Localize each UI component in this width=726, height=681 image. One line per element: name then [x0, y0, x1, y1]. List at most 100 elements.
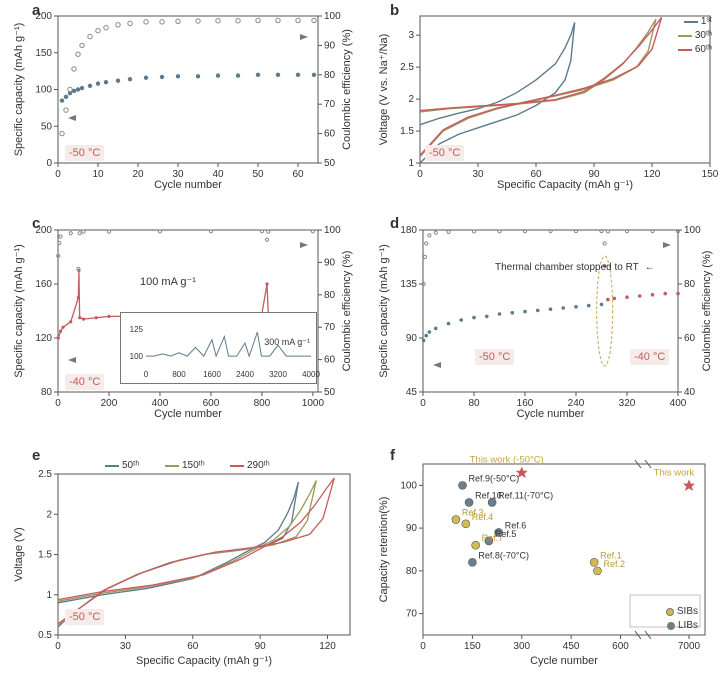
svg-text:200: 200	[35, 225, 52, 236]
svg-text:0: 0	[55, 169, 61, 180]
svg-text:Voltage (V vs. Na⁺/Na): Voltage (V vs. Na⁺/Na)	[378, 34, 390, 146]
svg-text:Coulombic efficiency (%): Coulombic efficiency (%)	[341, 29, 353, 150]
panel-d: 0801602403204004590135180406080100Cycle …	[375, 220, 720, 420]
svg-text:0: 0	[144, 370, 149, 379]
svg-text:Specific capacity (mAh g⁻¹): Specific capacity (mAh g⁻¹)	[378, 244, 390, 378]
svg-text:1600: 1600	[203, 370, 221, 379]
svg-text:160: 160	[35, 279, 52, 290]
svg-text:100: 100	[130, 352, 144, 361]
legend-b-60: 60ᵗʰ	[678, 44, 712, 55]
svg-text:2400: 2400	[236, 370, 254, 379]
svg-text:Specific Capacity (mAh g⁻¹): Specific Capacity (mAh g⁻¹)	[497, 179, 633, 191]
svg-text:4000: 4000	[302, 370, 320, 379]
svg-text:150: 150	[702, 169, 719, 180]
svg-text:Ref.11(-70°C): Ref.11(-70°C)	[498, 490, 553, 500]
svg-text:2: 2	[408, 94, 414, 105]
svg-text:1.5: 1.5	[38, 550, 52, 561]
svg-text:0: 0	[46, 158, 52, 169]
svg-text:50: 50	[324, 158, 336, 169]
svg-text:90: 90	[324, 40, 336, 51]
svg-text:450: 450	[563, 641, 580, 652]
chart-d: 0801602403204004590135180406080100Cycle …	[375, 220, 720, 420]
svg-text:1: 1	[408, 158, 414, 169]
temp-badge-d1: -50 °C	[475, 349, 514, 365]
svg-text:Capacity retention(%): Capacity retention(%)	[378, 497, 390, 603]
panel-c: 0200400600800100080120160200506070809010…	[10, 220, 360, 420]
svg-text:Cycle number: Cycle number	[154, 408, 222, 420]
svg-text:0.5: 0.5	[38, 630, 52, 641]
svg-text:80: 80	[324, 290, 336, 301]
svg-text:70: 70	[324, 322, 336, 333]
svg-text:2.5: 2.5	[38, 469, 52, 480]
svg-text:60: 60	[324, 129, 336, 140]
svg-text:180: 180	[400, 225, 417, 236]
legend-e-150: 150ᵗʰ	[165, 460, 205, 471]
svg-text:90: 90	[406, 523, 418, 534]
panel-e: 03060901200.511.522.5Specific Capacity (…	[10, 452, 360, 667]
svg-text:Coulombic efficiency (%): Coulombic efficiency (%)	[341, 251, 353, 372]
svg-text:This work: This work	[654, 467, 695, 478]
svg-text:45: 45	[406, 387, 418, 398]
svg-text:150: 150	[464, 641, 481, 652]
svg-text:7000: 7000	[678, 641, 701, 652]
svg-text:100: 100	[400, 480, 417, 491]
svg-text:0: 0	[417, 169, 423, 180]
svg-text:80: 80	[41, 387, 53, 398]
legend-e-50: 50ᵗʰ	[105, 460, 139, 471]
svg-text:60: 60	[187, 641, 199, 652]
panel-a: 01020304050600501001502005060708090100Cy…	[10, 6, 360, 191]
temp-badge-c: -40 °C	[65, 374, 104, 390]
svg-text:80: 80	[406, 566, 418, 577]
chart-a: 01020304050600501001502005060708090100Cy…	[10, 6, 360, 191]
svg-text:60: 60	[292, 169, 304, 180]
svg-text:2.5: 2.5	[400, 62, 414, 73]
svg-text:120: 120	[319, 641, 336, 652]
svg-text:Coulombic efficiency (%): Coulombic efficiency (%)	[701, 251, 713, 372]
svg-text:90: 90	[255, 641, 267, 652]
svg-text:90: 90	[406, 333, 418, 344]
svg-text:800: 800	[254, 398, 271, 409]
svg-text:0: 0	[420, 641, 426, 652]
svg-text:30: 30	[120, 641, 132, 652]
svg-text:90: 90	[324, 257, 336, 268]
svg-text:Specific capacity (mAh g⁻¹): Specific capacity (mAh g⁻¹)	[13, 23, 25, 157]
svg-text:100: 100	[324, 225, 341, 236]
chart-f: 01503004506007000708090100Cycle numberCa…	[375, 452, 720, 667]
legend-b-30: 30ᵗʰ	[678, 30, 712, 41]
svg-text:80: 80	[324, 70, 336, 81]
svg-text:This work (-50°C): This work (-50°C)	[470, 455, 544, 466]
temp-badge-e: -50 °C	[65, 609, 104, 625]
svg-text:Ref.4: Ref.4	[472, 512, 494, 522]
svg-text:10: 10	[92, 169, 104, 180]
svg-text:320: 320	[619, 398, 636, 409]
svg-text:3: 3	[408, 30, 414, 41]
inset-c: 08001600240032004000100125 300 mA g⁻¹	[120, 312, 317, 384]
svg-text:70: 70	[406, 609, 418, 620]
svg-text:1: 1	[46, 590, 52, 601]
svg-text:80: 80	[684, 279, 696, 290]
svg-text:135: 135	[400, 279, 417, 290]
svg-text:Ref.9(-50°C): Ref.9(-50°C)	[469, 473, 520, 483]
rate-text-c-inset: 300 mA g⁻¹	[264, 337, 310, 348]
legend-f-sib: SIBs	[666, 606, 698, 617]
svg-text:50: 50	[324, 387, 336, 398]
svg-text:200: 200	[35, 11, 52, 22]
svg-text:Ref.2: Ref.2	[603, 559, 625, 569]
svg-text:150: 150	[35, 48, 52, 59]
svg-text:Ref.7: Ref.7	[482, 533, 504, 543]
svg-text:Cycle number: Cycle number	[154, 179, 222, 191]
chart-e: 03060901200.511.522.5Specific Capacity (…	[10, 452, 360, 667]
svg-text:60: 60	[324, 355, 336, 366]
figure-page: a 01020304050600501001502005060708090100…	[0, 0, 726, 681]
legend-e-290: 290ᵗʰ	[230, 460, 270, 471]
svg-text:80: 80	[468, 398, 480, 409]
svg-text:0: 0	[420, 398, 426, 409]
svg-text:1000: 1000	[302, 398, 325, 409]
svg-text:60: 60	[684, 333, 696, 344]
legend-b-1: 1ˢᵗ	[684, 16, 712, 27]
chart-c-inset: 08001600240032004000100125	[121, 313, 316, 383]
svg-text:Cycle number: Cycle number	[517, 408, 585, 420]
svg-text:Cycle number: Cycle number	[530, 655, 598, 667]
temp-badge-a: -50 °C	[65, 145, 104, 161]
legend-f-lib: LIBs	[667, 620, 698, 631]
